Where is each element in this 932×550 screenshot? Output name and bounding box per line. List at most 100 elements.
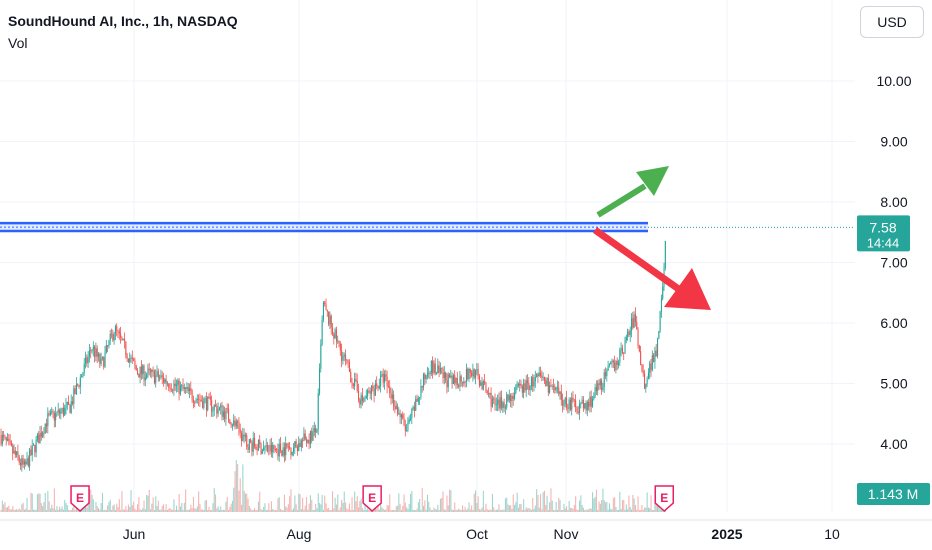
candle-body: [410, 418, 412, 420]
candle-body: [44, 423, 46, 434]
candle-body: [101, 357, 103, 359]
candle-body: [61, 407, 63, 412]
volume-bar: [378, 509, 380, 512]
volume-bar: [495, 509, 497, 512]
volume-bar: [126, 509, 128, 512]
volume-bar: [442, 491, 444, 512]
trend-arrows[interactable]: [592, 166, 711, 310]
symbol-title[interactable]: SoundHound AI, Inc., 1h, NASDAQ: [8, 13, 238, 29]
candle-body: [374, 383, 376, 396]
candle-body: [664, 240, 666, 269]
candle-body: [79, 377, 81, 387]
volume-bar: [586, 509, 588, 512]
volume-bar: [645, 507, 647, 512]
volume-bar: [269, 510, 271, 512]
price-axis[interactable]: 4.00 5.00 6.00 7.00 8.00 9.00 10.00 Jun Aug Oct No…: [123, 73, 912, 542]
volume-bar: [446, 495, 448, 512]
candle-body: [627, 331, 629, 337]
volume-bar: [85, 505, 87, 512]
candle-body: [166, 383, 168, 385]
volume-bar: [634, 504, 636, 512]
volume-bar: [354, 491, 356, 512]
volume-bar: [449, 489, 451, 512]
volume-bar: [198, 491, 200, 512]
volume-bar: [585, 509, 587, 512]
candle-body: [585, 403, 587, 411]
candle-body: [533, 381, 535, 387]
candle-body: [35, 439, 37, 453]
candle-body: [571, 397, 573, 410]
volume-bar: [356, 496, 358, 512]
candle-body: [234, 420, 236, 427]
candle-body: [338, 340, 340, 344]
volume-bar: [350, 509, 352, 512]
volume-bar: [655, 499, 657, 512]
candle-body: [632, 318, 634, 328]
volume-bar: [205, 500, 207, 512]
volume-bar: [202, 509, 204, 512]
volume-bar: [329, 509, 331, 512]
candle-body: [365, 395, 367, 398]
volume-bar: [290, 489, 292, 512]
volume-bar: [419, 498, 421, 512]
volume-bar: [547, 509, 549, 512]
candle-body: [588, 402, 590, 407]
volume-bar: [3, 504, 5, 512]
candle-body: [88, 350, 90, 357]
volume-bar: [454, 502, 456, 512]
candle-body: [447, 374, 449, 388]
volume-bar: [503, 509, 505, 512]
candle-body: [116, 326, 118, 331]
candle-body: [51, 411, 53, 413]
candle-body: [307, 440, 309, 443]
y-tick-label: 5.00: [880, 376, 907, 392]
candle-body: [352, 383, 354, 387]
volume-bar: [306, 496, 308, 512]
volume-bar: [220, 506, 222, 512]
volume-bar: [537, 494, 539, 512]
candle-body: [238, 421, 240, 430]
candle-body: [385, 374, 387, 377]
volume-bar: [56, 506, 58, 512]
volume-bar: [629, 507, 631, 512]
volume-bar: [238, 490, 240, 512]
volume-bar: [611, 509, 613, 512]
candle-body: [634, 314, 636, 322]
candle-body: [464, 381, 466, 383]
volume-bar: [101, 492, 103, 512]
volume-bar: [403, 494, 405, 512]
volume-bar: [33, 509, 35, 512]
resistance-band[interactable]: [0, 221, 855, 233]
candle-body: [560, 391, 562, 400]
x-tick-label: 2025: [711, 526, 742, 542]
currency-button[interactable]: USD: [860, 6, 924, 38]
volume-bar: [280, 508, 282, 512]
candle-body: [393, 394, 395, 407]
volume-bar: [595, 489, 597, 512]
volume-bar: [0, 509, 2, 512]
candle-body: [546, 377, 548, 387]
volume-bar: [646, 492, 648, 512]
candle-body: [390, 393, 392, 399]
volume-bar: [326, 508, 328, 512]
volume-bar: [433, 507, 435, 512]
volume-bar: [4, 502, 6, 512]
candle-countdown: 14:44: [867, 235, 900, 250]
x-tick-label: 10: [824, 526, 840, 542]
candle-body: [332, 327, 334, 334]
volume-label[interactable]: Vol: [8, 35, 28, 51]
volume-bar: [338, 509, 340, 512]
volume-bar: [116, 503, 118, 512]
candle-body: [647, 372, 649, 379]
candle-body: [382, 373, 384, 383]
volume-bar: [16, 509, 18, 512]
y-tick-label: 8.00: [880, 194, 907, 210]
candle-body: [138, 373, 140, 378]
candle-body: [348, 362, 350, 372]
candle-body: [277, 449, 279, 457]
candle-body: [511, 396, 513, 402]
volume-bar: [389, 494, 391, 512]
volume-bar: [402, 505, 404, 512]
